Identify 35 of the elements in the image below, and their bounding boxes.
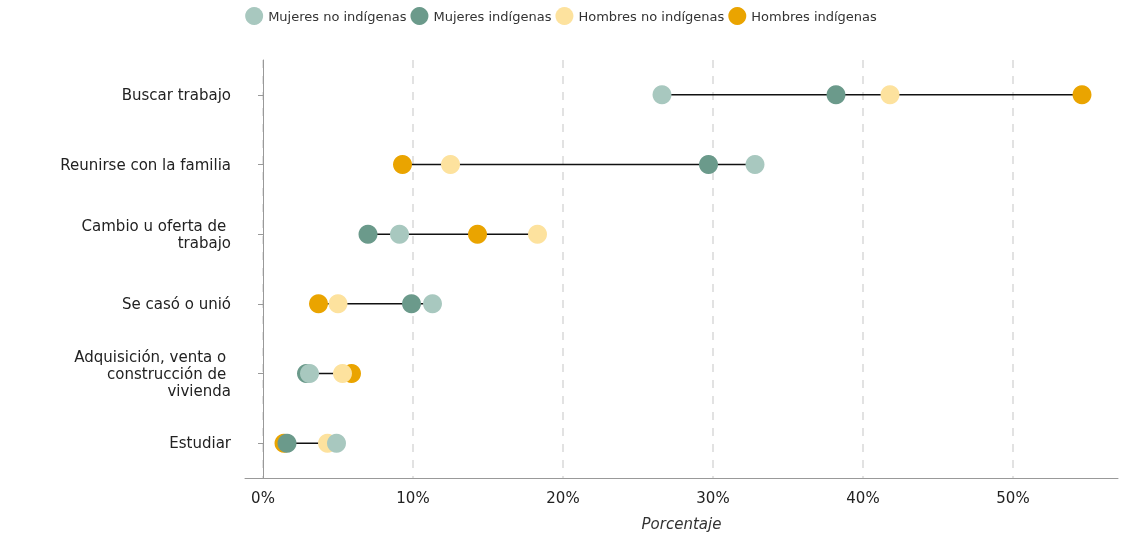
point — [699, 155, 718, 174]
y-tick-label: Adquisición, venta o construcción de vivienda — [74, 347, 231, 400]
point — [528, 224, 547, 244]
legend-label: Hombres no indígenas — [578, 8, 725, 24]
point — [826, 85, 846, 105]
x-tick-label: 0% — [251, 488, 275, 507]
y-tick-label: Reunirse con la familia — [60, 155, 231, 174]
x-tick-label: 10% — [396, 488, 430, 507]
legend-label: Mujeres no indígenas — [268, 8, 407, 24]
y-tick-label: Buscar trabajo — [121, 85, 231, 104]
point — [358, 224, 378, 244]
point — [327, 433, 346, 453]
point — [652, 85, 672, 105]
y-tick-label: Cambio u oferta de trabajo — [81, 216, 231, 252]
point — [441, 155, 460, 174]
x-tick-label: 50% — [996, 488, 1030, 507]
legend-label: Mujeres indígenas — [433, 8, 552, 24]
point — [745, 155, 765, 174]
legend-label: Hombres indígenas — [751, 8, 878, 24]
point — [309, 294, 328, 314]
y-tick-label: Se casó o unió — [121, 294, 231, 313]
x-tick-label: 40% — [846, 488, 880, 507]
x-axis-title: Porcentaje — [641, 514, 722, 533]
point — [402, 294, 421, 314]
x-tick-label: 30% — [696, 488, 730, 507]
point — [423, 294, 442, 314]
point — [328, 294, 348, 314]
point — [393, 155, 412, 174]
y-tick-label: Estudiar — [169, 434, 232, 453]
point — [390, 224, 409, 244]
point — [1072, 85, 1092, 105]
point — [333, 364, 352, 383]
point — [880, 85, 900, 105]
x-tick-label: 20% — [546, 488, 580, 507]
point — [468, 224, 487, 244]
